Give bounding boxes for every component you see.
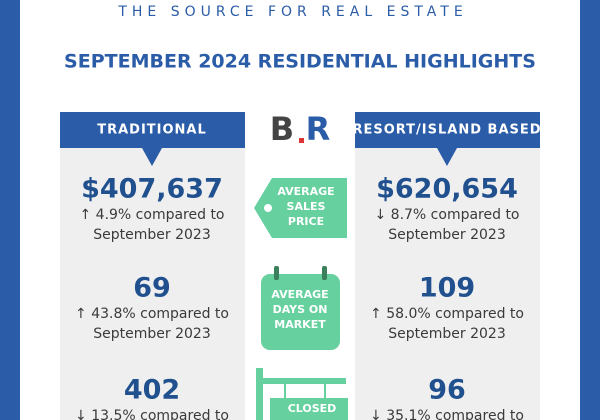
column-heading: RESORT/ISLAND BASED	[352, 123, 541, 138]
stat-period: September 2023	[93, 227, 210, 243]
column-header	[355, 112, 540, 148]
metric-label: DAYS ON	[273, 303, 328, 316]
column-header	[60, 112, 245, 148]
stat-value: 402	[124, 375, 180, 406]
stat-change: ↑ 58.0% compared to	[370, 306, 524, 322]
calendar-ring	[274, 266, 279, 280]
stat-value: 69	[133, 273, 171, 304]
title: SEPTEMBER 2024 RESIDENTIAL HIGHLIGHTS	[64, 51, 536, 73]
stat-period: September 2023	[388, 326, 505, 342]
calendar	[261, 274, 340, 350]
metric-label: SALES	[287, 200, 326, 213]
stat-period: September 2023	[388, 227, 505, 243]
stat-value: $407,637	[81, 174, 223, 205]
column-heading: TRADITIONAL	[97, 123, 207, 138]
stat-change: ↑ 4.9% compared to	[79, 207, 224, 223]
sign	[270, 398, 348, 420]
pointer	[437, 148, 457, 166]
left-border	[0, 0, 20, 420]
metric-label: CLOSED	[288, 402, 337, 415]
sign-bar	[256, 378, 346, 384]
logo-r: R	[306, 110, 331, 148]
price-tag	[254, 178, 347, 238]
stat-change: ↑ 43.8% compared to	[75, 306, 229, 322]
stat-value: 109	[419, 273, 475, 304]
tagline: THE SOURCE FOR REAL ESTATE	[117, 4, 467, 20]
metric-label: AVERAGE	[277, 185, 334, 198]
sign-post	[256, 368, 263, 420]
logo-dot	[299, 138, 304, 143]
right-border	[580, 0, 600, 420]
stat-value: $620,654	[376, 174, 518, 205]
stat-value: 96	[428, 375, 466, 406]
calendar-ring	[322, 266, 327, 280]
stat-change: ↓ 8.7% compared to	[374, 207, 519, 223]
metric-label: AVERAGE	[271, 288, 328, 301]
metric-label: PRICE	[288, 215, 324, 228]
metric-label: MARKET	[274, 318, 326, 331]
stat-change: ↓ 35.1% compared to	[370, 408, 524, 420]
stat-period: September 2023	[93, 326, 210, 342]
stat-change: ↓ 13.5% compared to	[75, 408, 229, 420]
pointer	[142, 148, 162, 166]
tag-hole	[264, 204, 272, 212]
panel	[60, 148, 245, 420]
logo-b: B	[270, 110, 294, 148]
panel	[355, 148, 540, 420]
